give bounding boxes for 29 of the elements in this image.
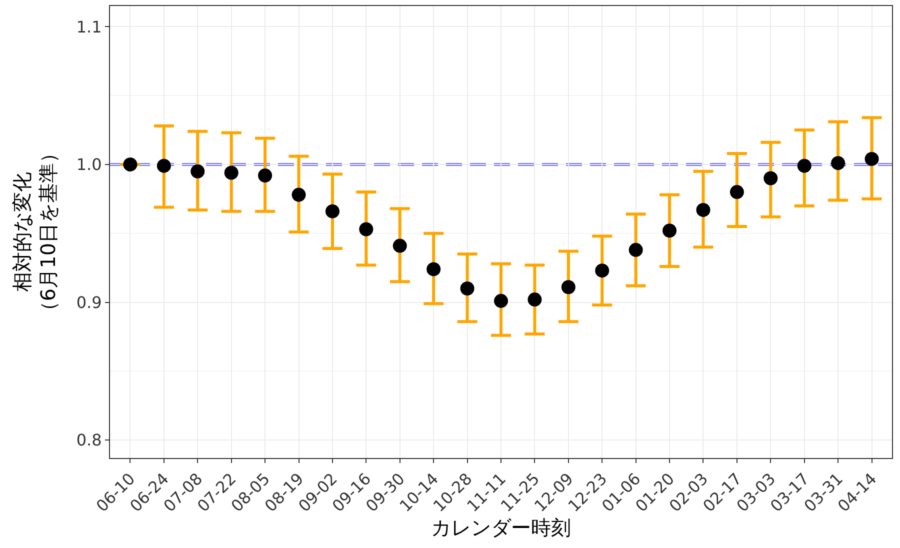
y-tick-label: 1.0 <box>76 155 102 174</box>
point <box>528 292 542 307</box>
point <box>561 280 576 294</box>
point <box>764 171 778 186</box>
y-axis-title: 相対的な変化（6月10日を基準） <box>10 142 60 322</box>
x-axis-title: カレンダー時刻 <box>431 516 571 540</box>
point <box>359 222 374 236</box>
point <box>831 156 846 170</box>
point <box>662 224 677 238</box>
point <box>123 157 138 172</box>
point <box>224 166 238 180</box>
point <box>460 282 474 296</box>
point <box>392 238 407 253</box>
point <box>156 158 171 173</box>
point <box>426 262 441 276</box>
point <box>696 202 710 217</box>
point <box>190 164 205 178</box>
point <box>864 152 879 166</box>
point <box>325 204 340 218</box>
y-tick-label: 0.8 <box>76 430 102 450</box>
point <box>595 264 610 278</box>
point <box>730 185 744 200</box>
point <box>292 188 306 202</box>
point <box>628 242 643 257</box>
point <box>797 158 812 173</box>
point <box>258 168 272 182</box>
point <box>494 294 508 308</box>
y-tick-label: 0.9 <box>76 292 102 312</box>
y-tick-label: 1.1 <box>76 17 102 36</box>
